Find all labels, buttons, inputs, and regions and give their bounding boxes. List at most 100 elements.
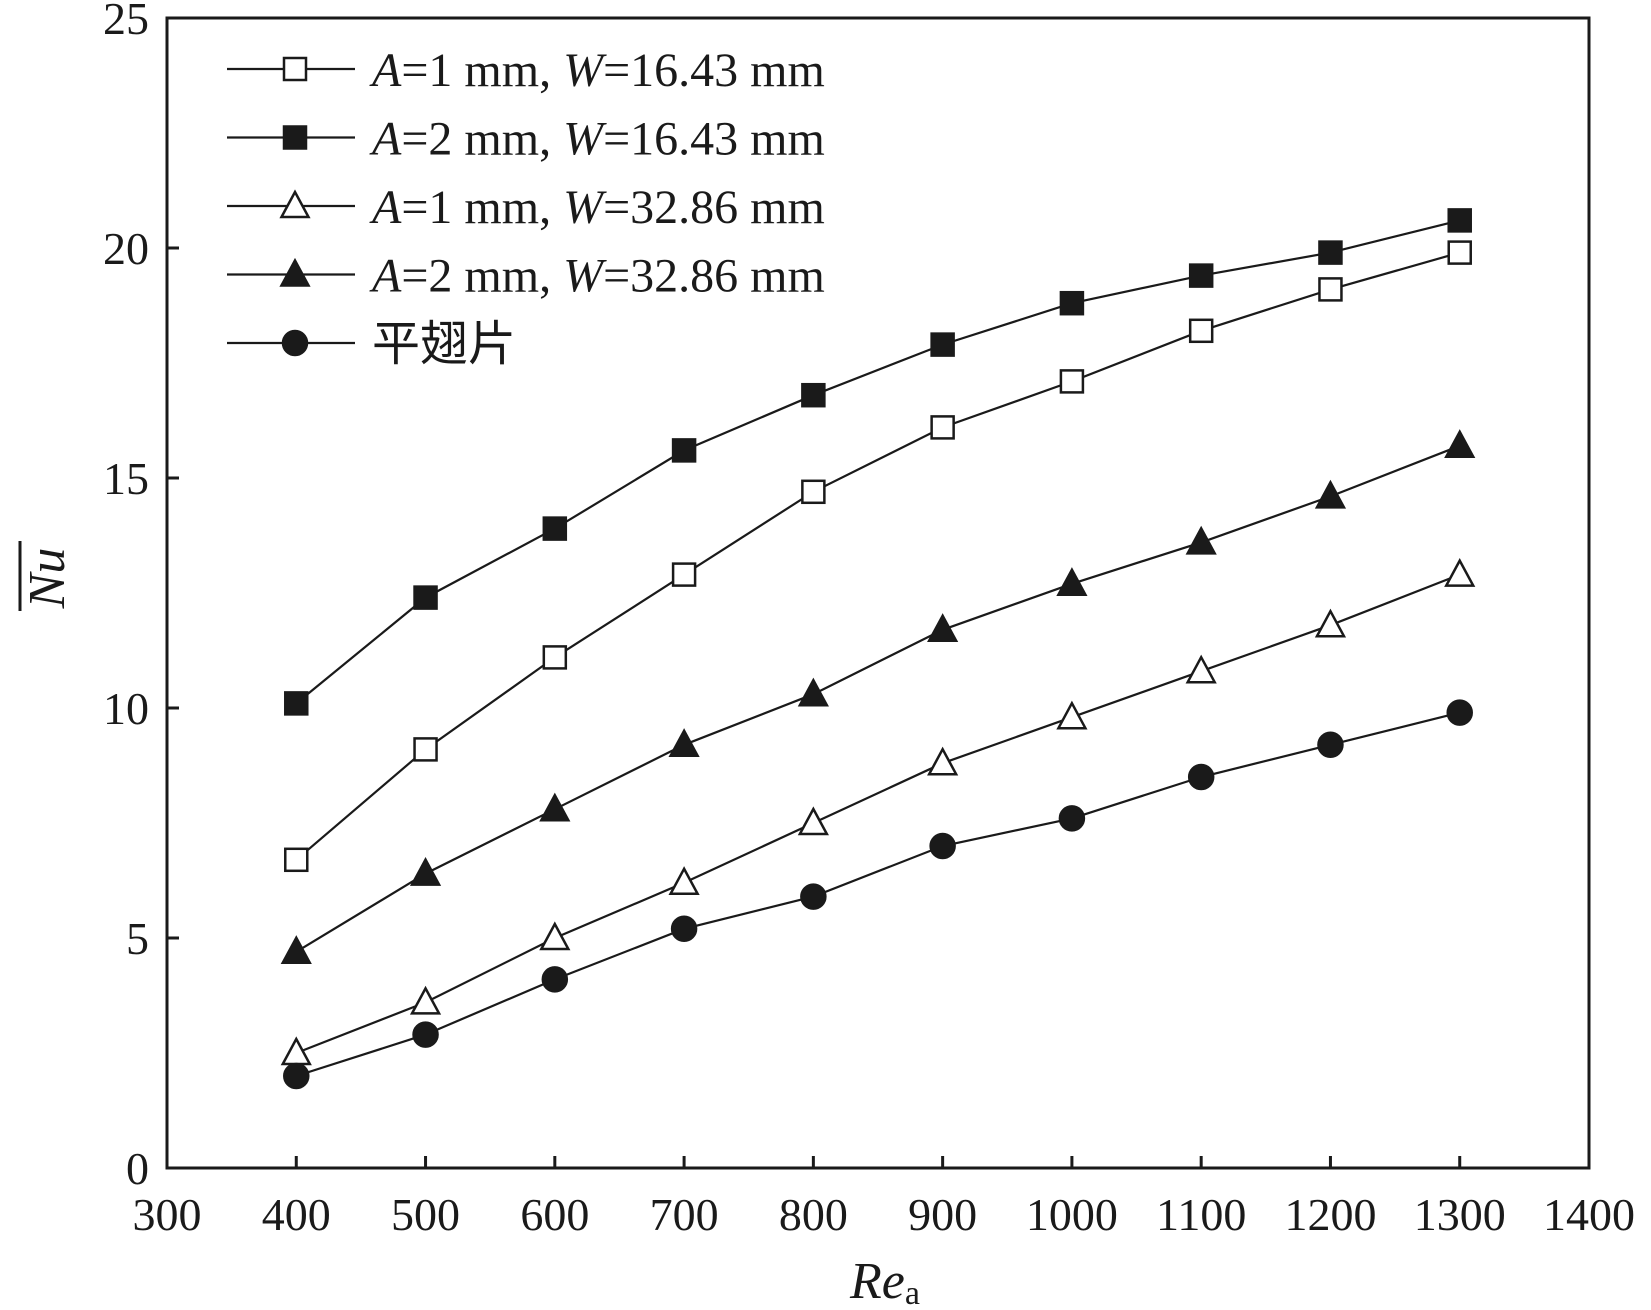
data-point [413, 737, 438, 762]
data-point [539, 792, 571, 822]
data-point [668, 866, 700, 896]
data-point [412, 1021, 439, 1048]
legend-marker [282, 56, 308, 82]
x-tick-label: 1400 [1543, 1189, 1635, 1240]
legend-text-part: =2 mm, [401, 113, 563, 166]
series-2 [284, 208, 1472, 716]
legend-variable: W [563, 250, 607, 303]
data-point [1059, 369, 1085, 394]
x-tick-label: 500 [391, 1189, 460, 1240]
legend-text-part: =32.86 mm [603, 181, 825, 234]
data-point [797, 806, 829, 836]
legend-label: A=1 mm, W=16.43 mm [369, 44, 825, 97]
legend-text-part: =2 mm, [401, 250, 563, 303]
legend-variable: W [563, 44, 607, 97]
legend-variable: W [563, 181, 607, 234]
legend-text-part: =16.43 mm [603, 113, 825, 166]
x-tick-label: 300 [133, 1189, 202, 1240]
x-axis-title: Rea [849, 1253, 920, 1310]
data-point [1187, 763, 1215, 791]
data-point [797, 677, 829, 707]
series-line [295, 573, 1461, 1055]
data-point [1188, 263, 1214, 288]
data-point [409, 985, 442, 1015]
legend-text-part: =1 mm, [401, 181, 563, 234]
data-point [930, 415, 955, 440]
data-point [1318, 240, 1343, 265]
data-point [280, 1036, 312, 1066]
legend-variable: W [563, 113, 607, 166]
x-axis: 300 400 500 600 700 800 900 1000 1100 1200 1300 140… [133, 1156, 1635, 1240]
data-point [1446, 699, 1473, 726]
data-point [539, 921, 571, 951]
x-tick-label: 1100 [1156, 1189, 1246, 1240]
data-point [409, 856, 442, 886]
y-tick-label: 25 [103, 0, 149, 44]
legend-label: A=2 mm, W=32.86 mm [369, 250, 825, 303]
y-axis-title: Nu [18, 541, 76, 611]
data-point [668, 728, 700, 758]
series-4 [280, 429, 1476, 965]
data-point [280, 935, 312, 965]
data-point [671, 562, 697, 587]
legend-label: A=2 mm, W=16.43 mm [369, 113, 825, 166]
data-point [1447, 208, 1472, 233]
data-point [927, 613, 959, 643]
series-5 [283, 699, 1473, 1090]
data-point [1444, 557, 1476, 587]
y-tick-label: 20 [103, 223, 149, 274]
y-tick-label: 15 [103, 453, 149, 504]
data-point [541, 966, 569, 993]
data-point [929, 832, 956, 860]
data-point [284, 847, 309, 873]
data-point [1314, 608, 1347, 638]
data-point [284, 691, 309, 716]
legend-text-part: =16.43 mm [603, 44, 825, 97]
series-layer [280, 208, 1476, 1090]
data-point [1314, 479, 1347, 509]
data-point [930, 332, 955, 357]
data-point [1058, 805, 1086, 832]
x-tick-label: 1000 [1026, 1189, 1118, 1240]
x-axis-title-subscript: a [905, 1275, 920, 1310]
series-line [295, 444, 1461, 953]
series-3 [280, 557, 1476, 1066]
data-point [1056, 567, 1088, 597]
data-point [801, 382, 826, 408]
series-line [295, 251, 1461, 861]
data-point [542, 645, 568, 670]
data-point [1444, 429, 1476, 459]
legend-entry: A=2 mm, W=16.43 mm [227, 113, 825, 166]
data-point [413, 585, 438, 610]
x-tick-label: 1300 [1414, 1189, 1506, 1240]
legend-marker [279, 189, 311, 219]
data-point [1318, 277, 1343, 302]
data-point [801, 479, 826, 505]
y-axis-title-text: Nu [19, 548, 76, 610]
legend-entry: A=1 mm, W=32.86 mm [227, 181, 825, 234]
x-tick-label: 400 [262, 1189, 331, 1240]
legend-marker [279, 257, 311, 287]
plot-frame [165, 16, 1591, 1170]
legend: A=1 mm, W=16.43 mmA=2 mm, W=16.43 mmA=1 … [227, 44, 825, 371]
legend-variable: A [369, 250, 402, 303]
series-1 [284, 240, 1472, 873]
x-tick-label: 700 [650, 1189, 719, 1240]
legend-marker [281, 329, 309, 357]
data-point [1317, 731, 1344, 759]
y-tick-label: 0 [126, 1143, 149, 1194]
legend-entry: 平翅片 [227, 318, 516, 371]
data-point [1188, 318, 1214, 344]
x-tick-label: 900 [908, 1189, 977, 1240]
legend-marker [282, 125, 308, 150]
legend-text-part: 平翅片 [372, 318, 516, 371]
data-point [1447, 240, 1472, 265]
y-axis: 0 5 10 15 20 25 [103, 0, 179, 1194]
data-point [1056, 700, 1088, 730]
y-tick-label: 10 [103, 683, 149, 734]
series-line [295, 711, 1460, 1078]
legend-variable: A [369, 44, 402, 97]
legend-text-part: =32.86 mm [603, 250, 825, 303]
y-tick-label: 5 [126, 913, 149, 964]
